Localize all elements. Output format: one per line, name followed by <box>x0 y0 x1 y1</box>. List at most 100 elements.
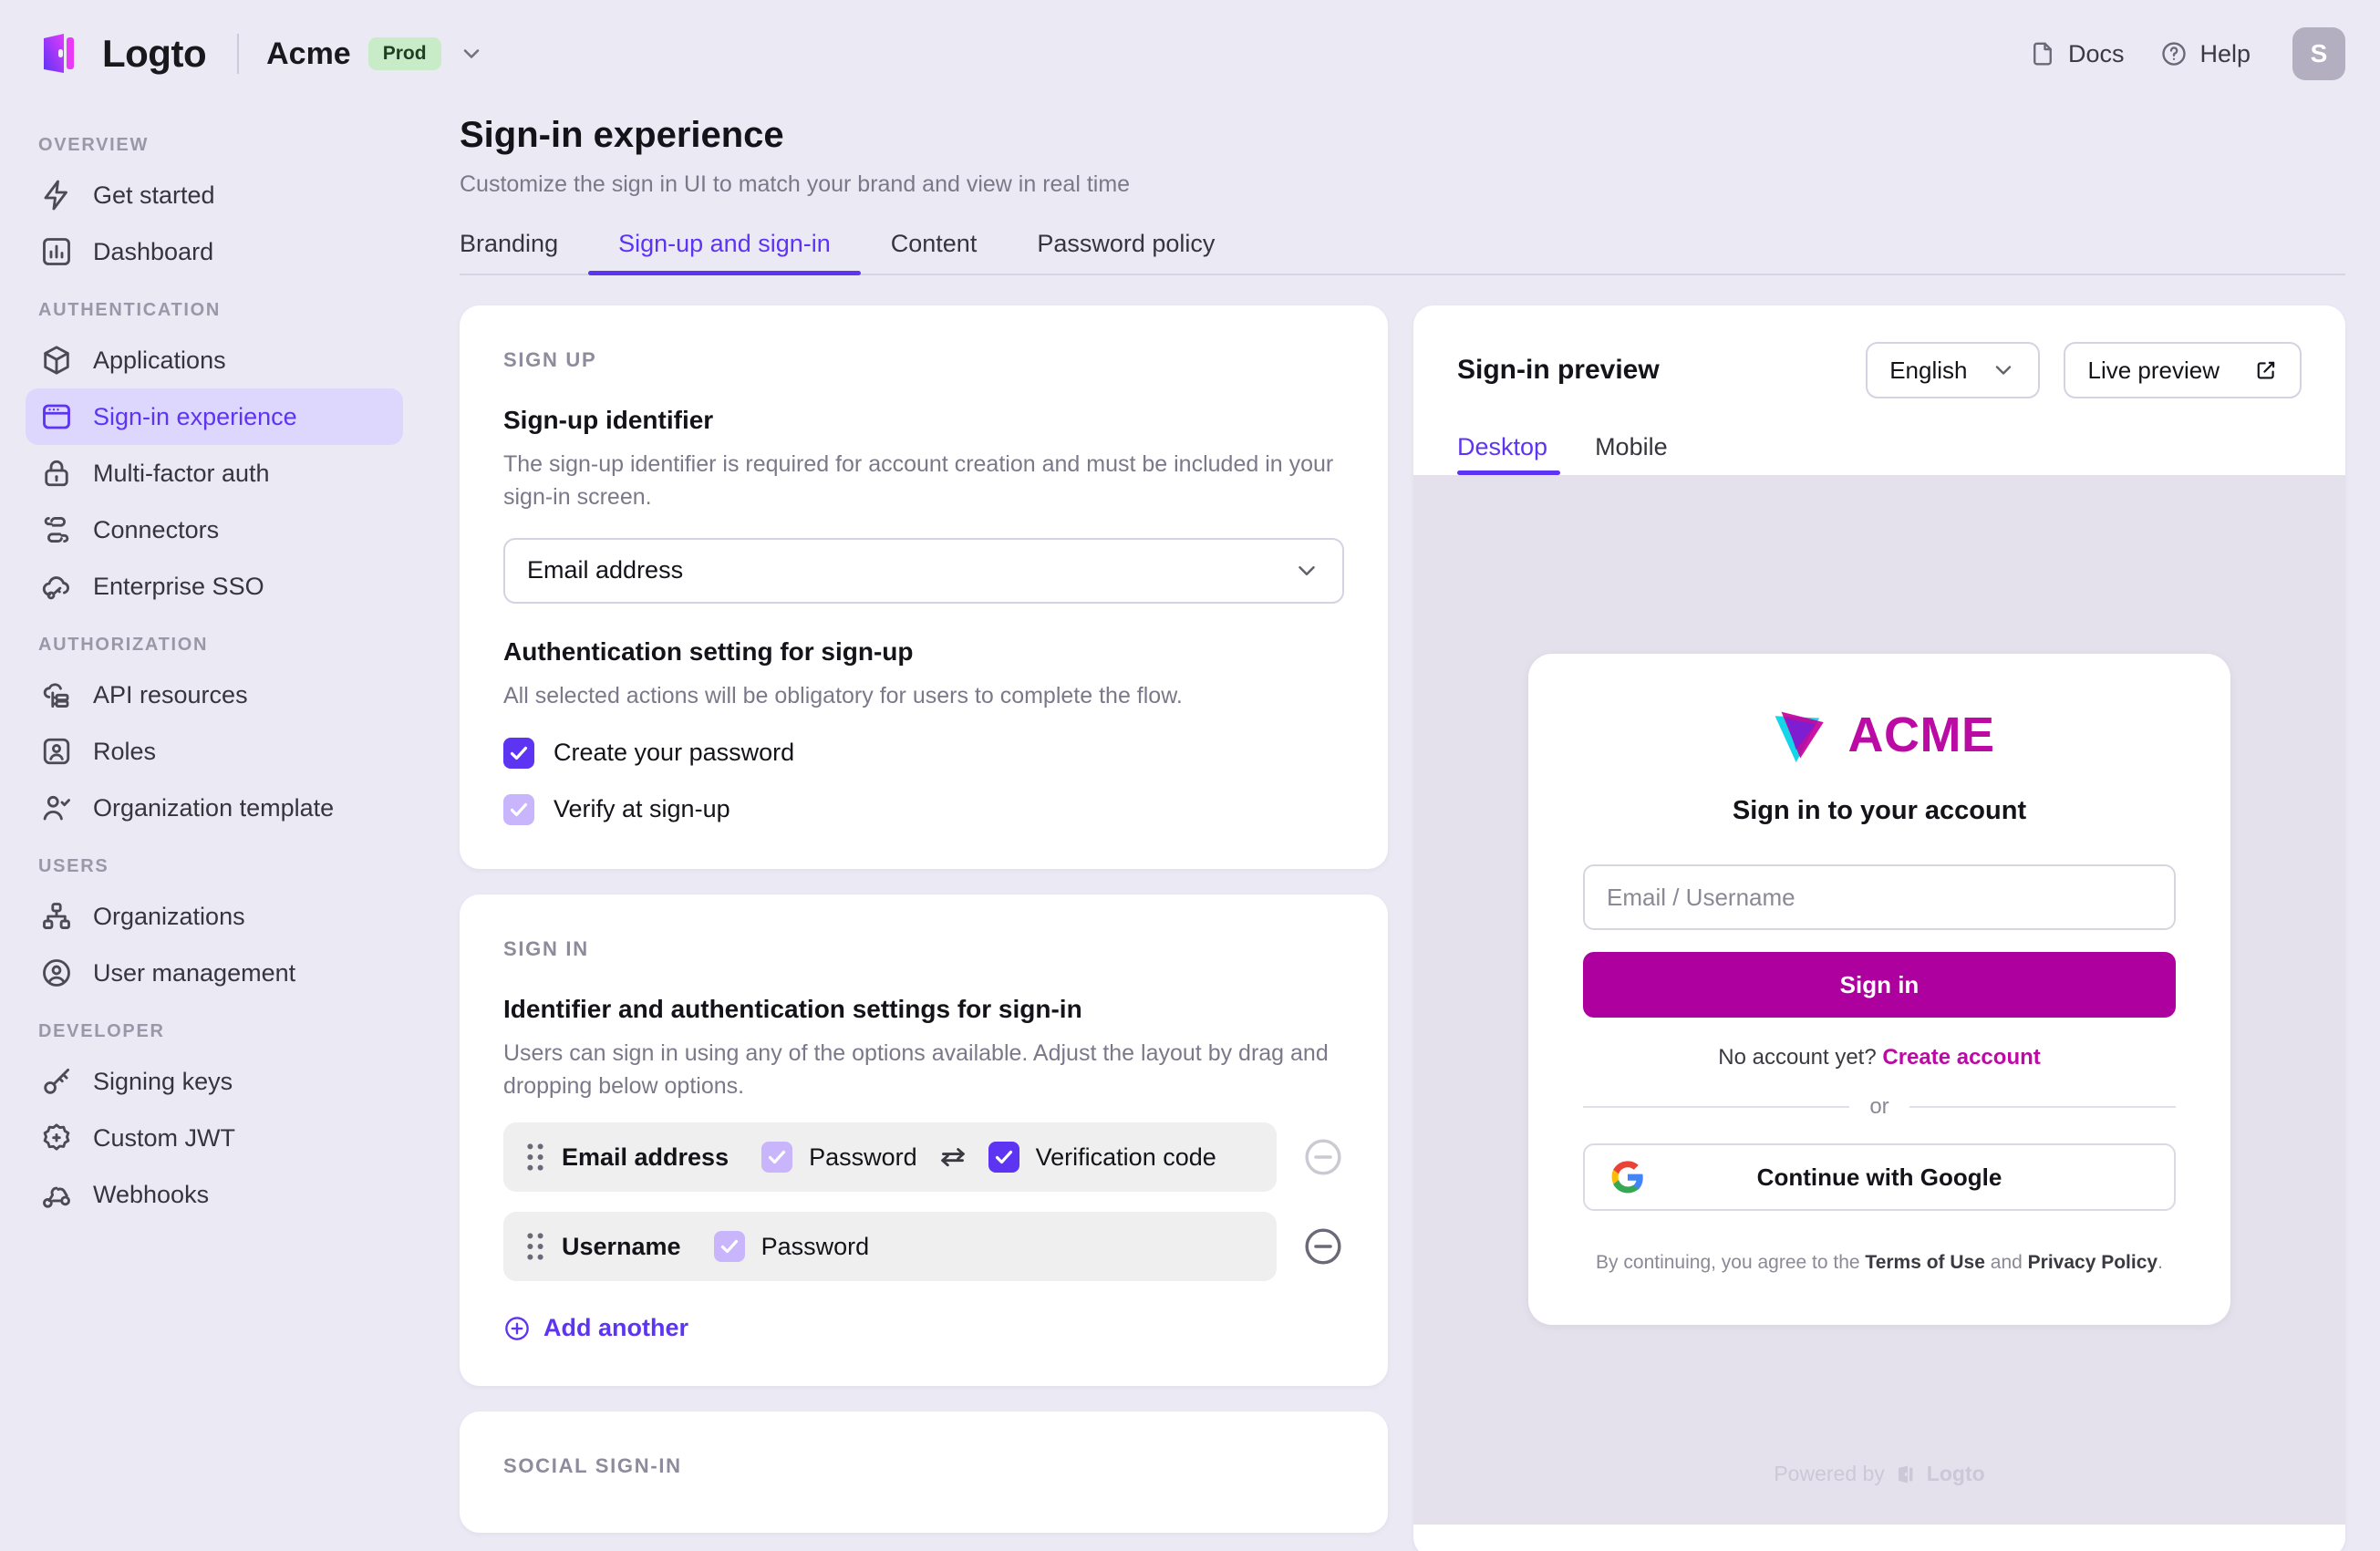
sidebar-item-label: Multi-factor auth <box>93 459 270 487</box>
cloud-database-icon <box>43 683 69 708</box>
tenant-name: Acme <box>266 36 351 71</box>
docs-link[interactable]: Docs <box>2029 40 2124 68</box>
checkbox-verify-at-sign-up[interactable]: Verify at sign-up <box>503 793 1344 825</box>
preview-title: Sign-in preview <box>1457 355 1660 385</box>
document-icon <box>2033 42 2052 66</box>
tab-password-policy[interactable]: Password policy <box>1037 230 1216 257</box>
preview-divider-or: or <box>1583 1094 2176 1120</box>
sidebar-item-label: Custom JWT <box>93 1123 236 1152</box>
sign-in-method-row: Email address Password Verif <box>503 1122 1344 1193</box>
preview-stage: ACME Sign in to your account Email / Use… <box>1413 475 2345 1525</box>
sidebar-item-webhooks[interactable]: Webhooks <box>26 1166 403 1223</box>
checkbox-create-your-password[interactable]: Create your password <box>503 737 1344 769</box>
preview-privacy-policy-link[interactable]: Privacy Policy <box>2027 1252 2158 1273</box>
external-link-icon <box>2257 361 2275 379</box>
sidebar: OVERVIEW Get started Dashboard AUTHENTIC… <box>0 108 429 1551</box>
sidebar-item-roles[interactable]: Roles <box>26 723 403 780</box>
main-content: Sign-in experience Customize the sign in… <box>429 108 2380 1551</box>
checkbox-password[interactable] <box>713 1231 745 1263</box>
sidebar-item-get-started[interactable]: Get started <box>26 167 403 223</box>
drag-handle-icon[interactable] <box>525 1232 545 1261</box>
check-icon <box>720 1240 738 1254</box>
powered-by-label: Powered by <box>1774 1462 1885 1485</box>
add-another-button[interactable]: Add another <box>503 1314 1344 1342</box>
sidebar-item-api-resources[interactable]: API resources <box>26 667 403 723</box>
drag-handle-icon[interactable] <box>525 1143 545 1172</box>
sidebar-item-label: Sign-in experience <box>93 402 297 430</box>
sidebar-item-label: Roles <box>93 737 157 765</box>
remove-row-icon[interactable] <box>1302 1136 1344 1178</box>
sidebar-item-label: Organization template <box>93 793 335 822</box>
avatar-initial: S <box>2310 39 2328 67</box>
preview-create-account-link[interactable]: Create account <box>1882 1045 2041 1070</box>
sidebar-item-organizations[interactable]: Organizations <box>26 888 403 945</box>
user-check-icon <box>43 795 70 821</box>
sidebar-item-connectors[interactable]: Connectors <box>26 501 403 558</box>
sidebar-item-user-management[interactable]: User management <box>26 945 403 1001</box>
live-preview-button[interactable]: Live preview <box>2064 342 2302 398</box>
sidebar-item-multi-factor-auth[interactable]: Multi-factor auth <box>26 445 403 501</box>
tab-sign-up-and-sign-in[interactable]: Sign-up and sign-in <box>588 230 861 275</box>
preview-brand-name: ACME <box>1847 708 1995 762</box>
sign-in-method-row-body[interactable]: Email address Password Verif <box>503 1122 1277 1193</box>
sidebar-item-label: User management <box>93 958 296 987</box>
sidebar-item-enterprise-sso[interactable]: Enterprise SSO <box>26 558 403 615</box>
chevron-down-icon <box>463 49 479 58</box>
checkbox-box <box>503 737 534 769</box>
avatar[interactable]: S <box>2292 27 2345 80</box>
preview-heading: Sign in to your account <box>1732 796 2027 825</box>
sidebar-group-label-overview: OVERVIEW <box>38 135 150 155</box>
remove-row-icon[interactable] <box>1302 1225 1344 1267</box>
tab-branding[interactable]: Branding <box>460 230 559 257</box>
sidebar-item-sign-in-experience[interactable]: Sign-in experience <box>26 388 403 445</box>
preview-no-account-text: No account yet? <box>1718 1045 1877 1070</box>
preview-sign-in-button[interactable]: Sign in <box>1583 952 2176 1018</box>
help-link[interactable]: Help <box>2160 40 2251 68</box>
language-select[interactable]: English <box>1866 342 2041 398</box>
browser-window-icon <box>43 404 70 429</box>
preview-tab-desktop[interactable]: Desktop <box>1457 433 1571 475</box>
powered-by-brand: Logto <box>1926 1462 1985 1485</box>
sign-up-identifier-select[interactable]: Email address <box>503 537 1344 604</box>
tenant-switcher[interactable]: Acme Prod <box>266 36 483 72</box>
sidebar-item-custom-jwt[interactable]: Custom JWT <box>26 1110 403 1166</box>
sidebar-group-label-authentication: AUTHENTICATION <box>38 300 222 320</box>
preview-tab-mobile[interactable]: Mobile <box>1595 433 1668 460</box>
sidebar-item-dashboard[interactable]: Dashboard <box>26 223 403 280</box>
sign-in-method-row: Username Password <box>503 1212 1344 1282</box>
preview-identifier-input[interactable]: Email / Username <box>1583 864 2176 930</box>
preview-sign-in-box: ACME Sign in to your account Email / Use… <box>1528 654 2230 1326</box>
sidebar-item-label: Connectors <box>93 515 220 543</box>
sidebar-group-label-developer: DEVELOPER <box>38 1021 165 1041</box>
checkbox-password-label: Password <box>809 1143 917 1171</box>
sidebar-item-applications[interactable]: Applications <box>26 332 403 388</box>
swap-arrows-icon[interactable] <box>937 1142 968 1173</box>
checkbox-password[interactable] <box>761 1142 793 1174</box>
checkbox-verification-code[interactable] <box>988 1142 1019 1174</box>
lock-icon <box>45 460 68 487</box>
tenant-env-badge: Prod <box>367 37 441 70</box>
top-bar: Logto Acme Prod Docs Help S <box>0 0 2380 108</box>
sidebar-item-signing-keys[interactable]: Signing keys <box>26 1053 403 1110</box>
sign-in-settings-description: Users can sign in using any of the optio… <box>503 1039 1329 1099</box>
sign-up-identifier-description: The sign-up identifier is required for a… <box>503 451 1334 511</box>
social-sign-in-card-header: SOCIAL SIGN-IN <box>503 1454 682 1478</box>
sign-up-identifier-value: Email address <box>527 556 684 584</box>
sidebar-item-label: Signing keys <box>93 1067 233 1095</box>
sidebar-item-organization-template[interactable]: Organization template <box>26 780 403 836</box>
bolt-icon <box>44 180 67 211</box>
check-icon <box>510 802 528 816</box>
language-value: English <box>1889 356 1968 384</box>
chevron-down-icon <box>1299 565 1315 575</box>
checkbox-verification-code-label: Verification code <box>1035 1143 1216 1171</box>
brand-logo[interactable]: Logto <box>36 30 207 78</box>
sidebar-item-label: Webhooks <box>93 1180 210 1208</box>
preview-google-button[interactable]: Continue with Google <box>1583 1143 2176 1211</box>
sign-in-method-row-body[interactable]: Username Password <box>503 1212 1277 1282</box>
preview-brand-logo: ACME <box>1583 701 2176 769</box>
tab-content[interactable]: Content <box>890 230 978 257</box>
cloud-key-icon <box>42 576 69 600</box>
checkbox-label: Create your password <box>554 739 795 767</box>
preview-terms-of-use-link[interactable]: Terms of Use <box>1865 1252 1985 1273</box>
preview-terms-and: and <box>1990 1252 2023 1273</box>
